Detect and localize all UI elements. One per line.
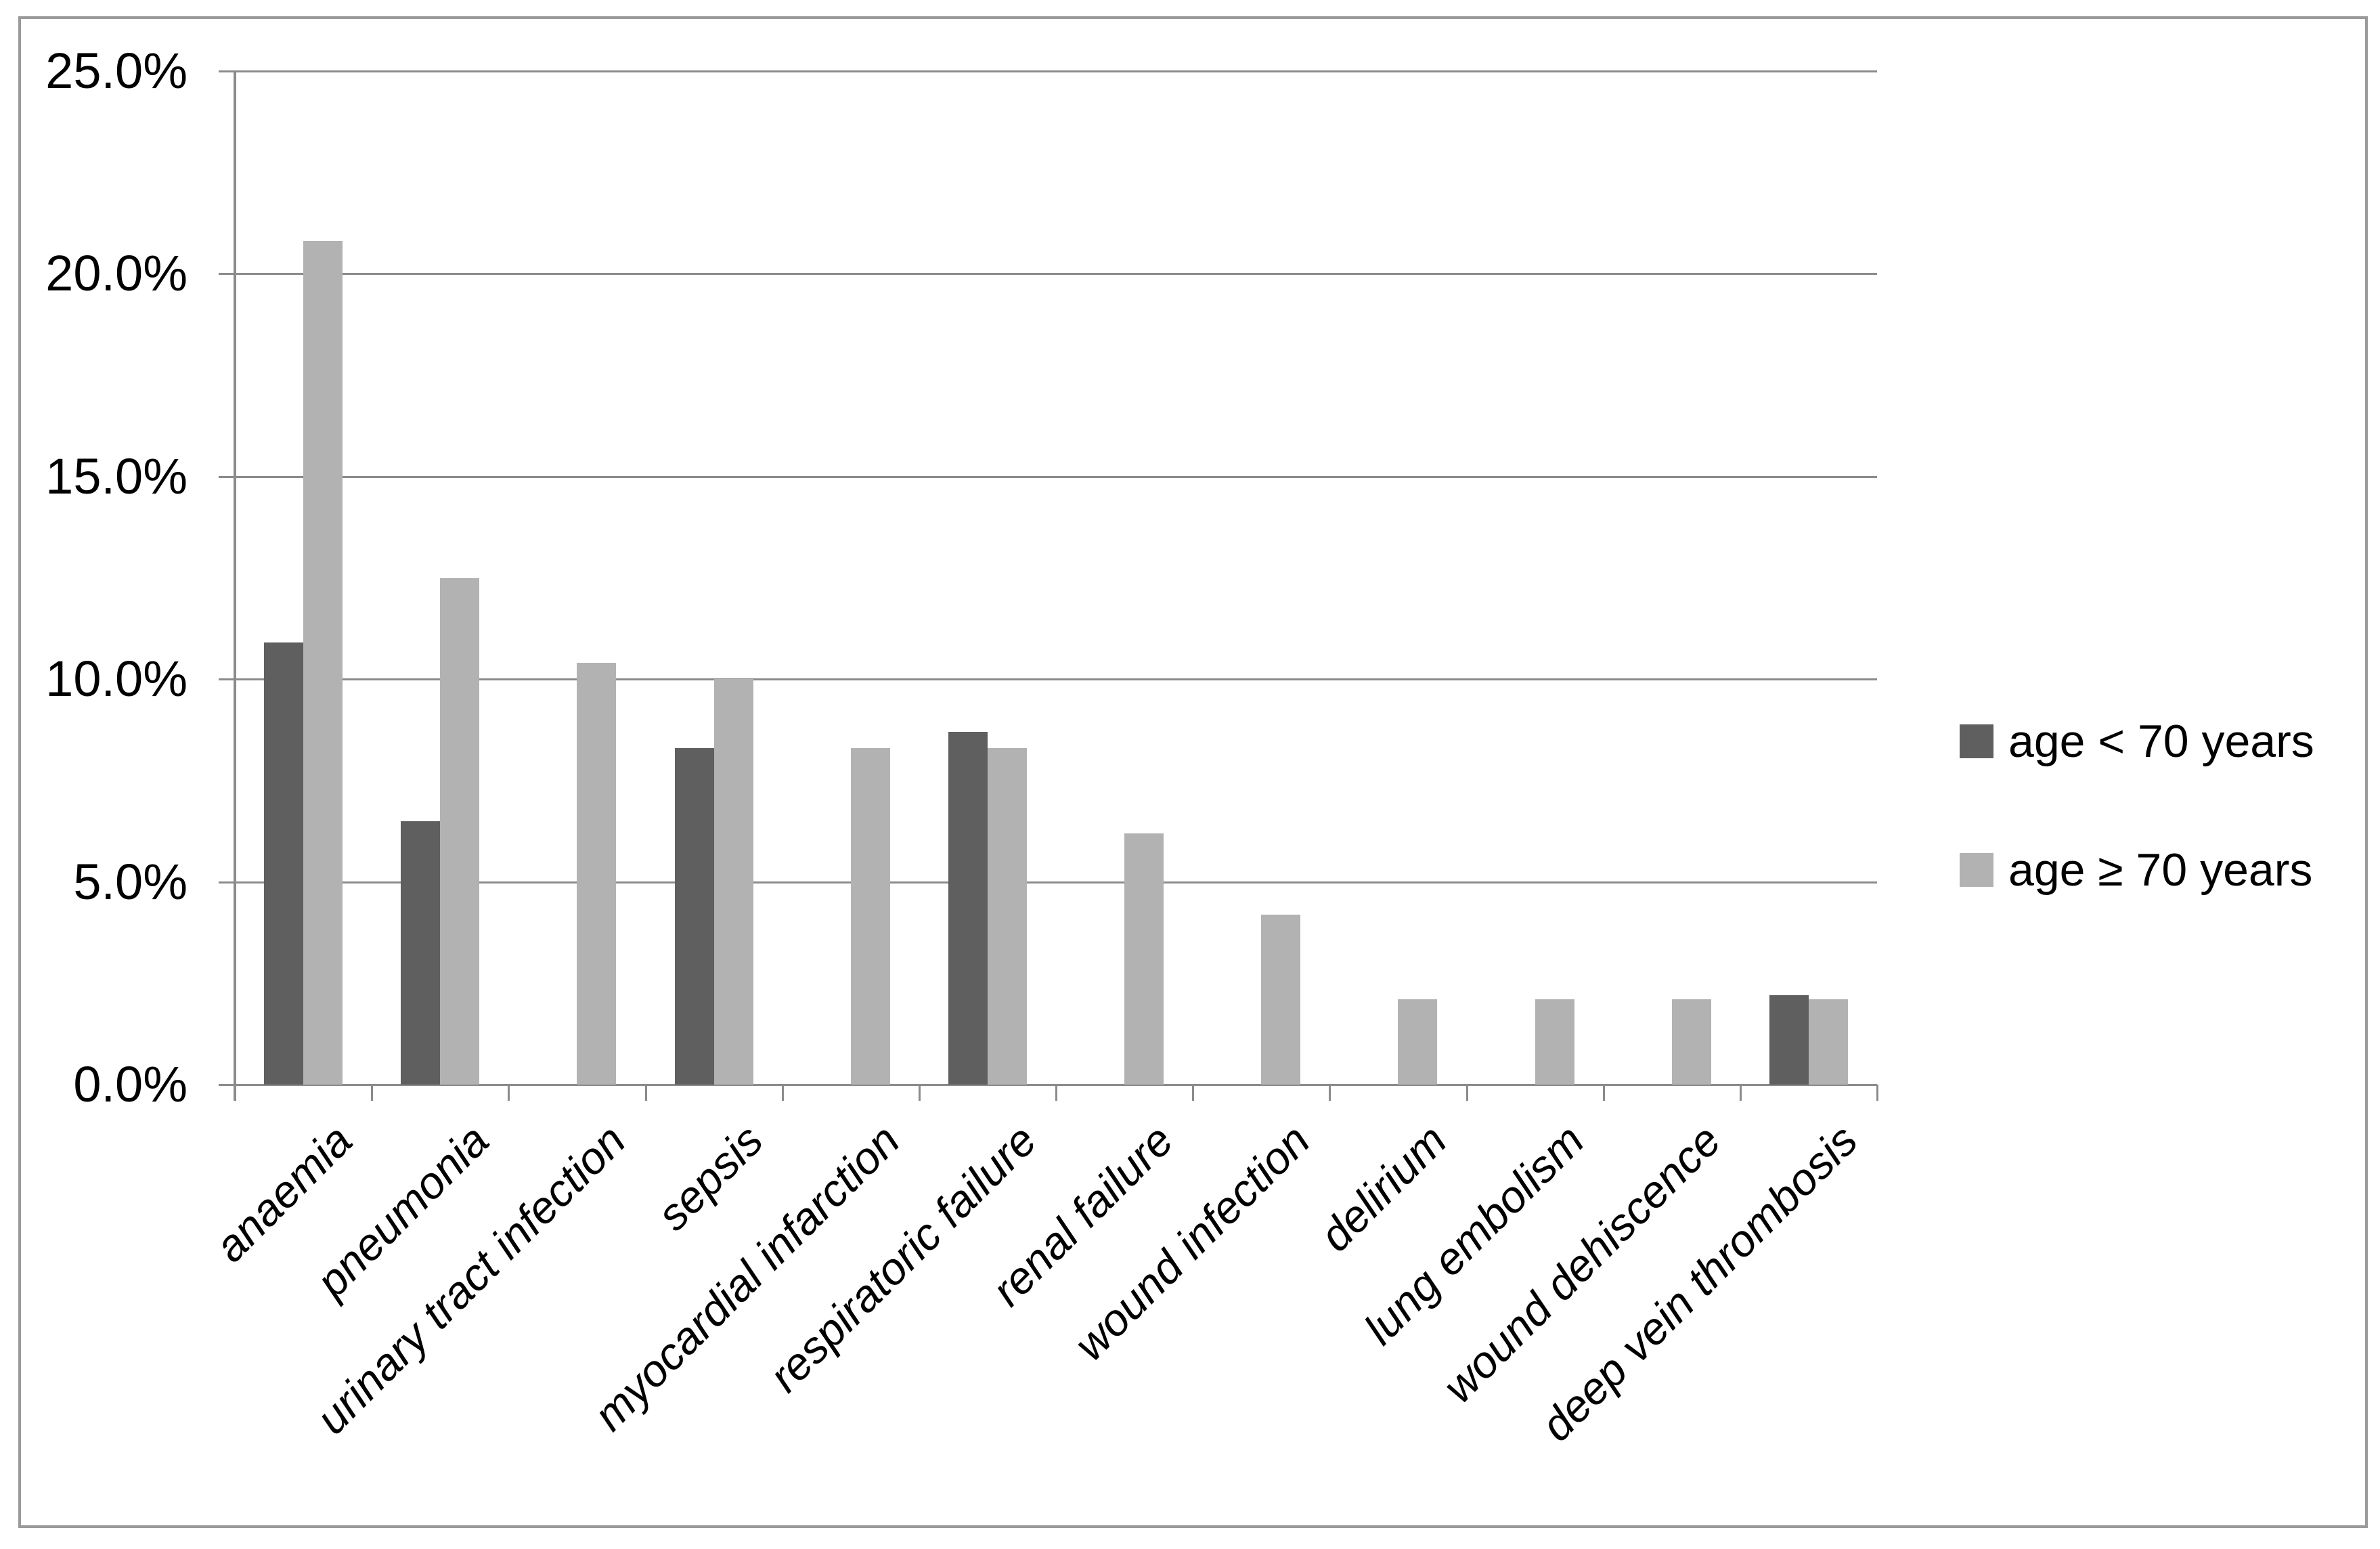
x-axis-tick [1739,1085,1742,1101]
bar-age-lt-70-3 [674,747,714,1085]
x-axis-tick [371,1085,374,1101]
y-axis-tick-label: 25.0% [45,43,188,99]
bar-age-ge-70-7 [1261,914,1301,1085]
gridline [219,70,1877,72]
y-axis-tick-label: 20.0% [45,245,188,302]
legend-label: age ≥ 70 years [2008,844,2313,896]
bar-age-ge-70-5 [987,747,1027,1085]
bar-age-ge-70-8 [1398,999,1438,1085]
bar-age-lt-70-11 [1769,995,1809,1085]
y-axis-line [234,71,236,1101]
bar-age-ge-70-1 [440,577,480,1085]
x-axis-tick [234,1085,236,1101]
x-axis-tick [1876,1085,1878,1101]
bar-age-lt-70-1 [401,821,441,1085]
x-axis-tick [918,1085,921,1101]
x-axis-tick [1466,1085,1468,1101]
x-axis-tick [1329,1085,1331,1101]
y-axis-tick-label: 15.0% [45,448,188,504]
chart-frame [18,16,2368,1528]
gridline [219,1084,1877,1086]
y-axis-tick-label: 5.0% [73,853,188,910]
bar-age-ge-70-4 [850,747,890,1085]
x-axis-tick [508,1085,510,1101]
y-axis-tick-label: 10.0% [45,651,188,707]
gridline [219,678,1877,681]
legend-entry: age ≥ 70 years [1960,838,2312,902]
y-axis-tick-label: 0.0% [73,1056,188,1112]
x-axis-tick [781,1085,784,1101]
x-axis-tick [1602,1085,1605,1101]
x-axis-tick [1055,1085,1057,1101]
legend-swatch [1960,724,1993,758]
bar-age-ge-70-6 [1124,833,1164,1085]
bar-age-lt-70-0 [264,642,304,1085]
bar-age-ge-70-2 [577,663,617,1085]
bar-age-ge-70-11 [1808,999,1848,1085]
x-axis-tick [644,1085,647,1101]
legend-entry: age < 70 years [1960,710,2314,773]
gridline [219,881,1877,883]
legend-label: age < 70 years [2008,716,2314,767]
bar-age-ge-70-9 [1535,999,1574,1085]
legend-swatch [1960,853,1993,887]
x-axis-tick [1192,1085,1195,1101]
bar-age-ge-70-0 [303,241,343,1085]
gridline [219,273,1877,276]
gridline [219,475,1877,478]
bar-age-lt-70-5 [948,732,988,1085]
bar-age-ge-70-10 [1671,999,1711,1085]
bar-age-ge-70-3 [713,679,753,1085]
